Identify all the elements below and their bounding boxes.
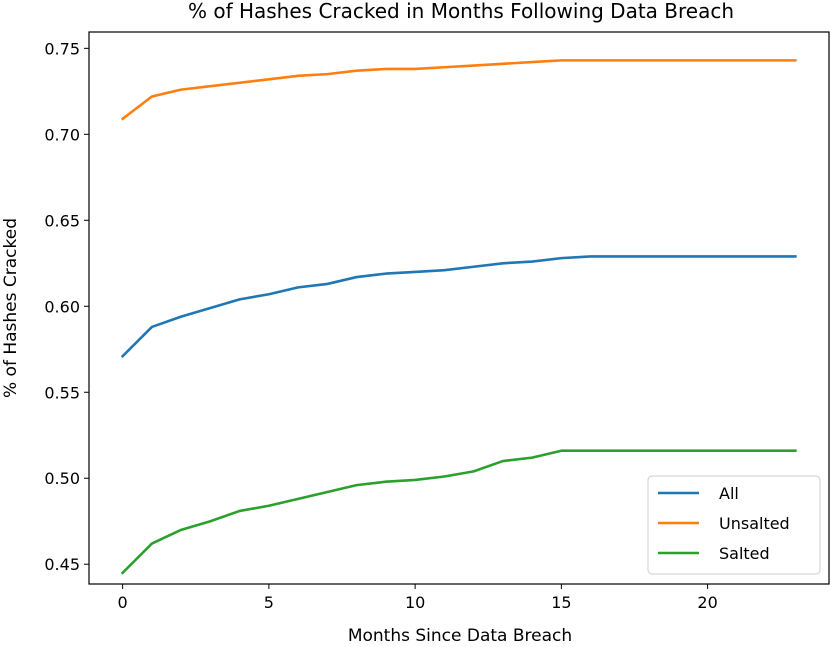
legend: All Unsalted Salted [647,475,821,575]
x-axis-label: Months Since Data Breach [348,626,572,646]
series-line-all [120,255,797,358]
y-axis-ticks: 0.45 0.50 0.55 0.60 0.65 0.70 0.75 [44,39,89,574]
x-tick-label: 15 [551,593,571,612]
y-tick-label: 0.45 [44,555,80,574]
legend-label-salted: Salted [719,544,770,563]
x-tick-label: 0 [118,593,128,612]
y-tick-label: 0.65 [44,211,80,230]
y-tick-label: 0.60 [44,297,80,316]
x-axis-ticks: 0 5 10 15 20 [118,584,718,612]
legend-box [647,475,821,575]
plot-area [88,31,830,585]
y-tick-label: 0.50 [44,469,80,488]
y-axis-label: % of Hashes Cracked [1,218,21,398]
y-tick-label: 0.55 [44,383,80,402]
chart-title: % of Hashes Cracked in Months Following … [188,0,734,23]
series-line-salted [120,449,797,575]
series-line-unsalted [120,59,797,121]
x-tick-label: 20 [697,593,717,612]
legend-label-all: All [719,484,739,503]
y-tick-label: 0.70 [44,125,80,144]
series-layer [120,59,797,575]
legend-label-unsalted: Unsalted [719,514,790,533]
y-tick-label: 0.75 [44,39,80,58]
plot-frame [88,31,830,585]
x-tick-label: 5 [264,593,274,612]
x-tick-label: 10 [405,593,425,612]
